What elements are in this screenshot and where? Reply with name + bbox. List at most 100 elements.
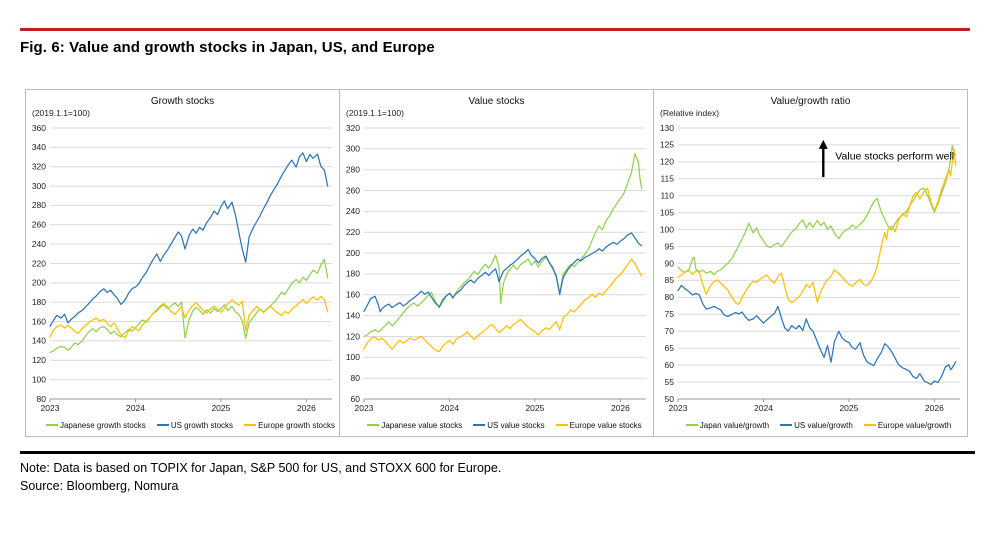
legend-label: Japanese growth stocks <box>59 420 146 430</box>
y-tick-label: 200 <box>32 278 46 288</box>
legend-line-marker <box>473 424 486 426</box>
y-tick-label: 115 <box>660 174 674 184</box>
x-tick-label: 2024 <box>440 403 459 413</box>
y-tick-label: 260 <box>346 185 360 195</box>
y-tick-label: 360 <box>32 123 46 133</box>
legend: Japan value/growth US value/growth Europe … <box>654 415 967 435</box>
series-line-japanese-growth-stocks <box>49 258 329 354</box>
panel-growth-stocks: Growth stocks (2019.1.1=100) 80 100 120 140… <box>25 89 340 437</box>
y-tick-label: 55 <box>665 377 675 387</box>
legend-label: US value/growth <box>794 420 853 430</box>
series-line-europe-value-growth <box>677 148 957 306</box>
y-tick-label: 240 <box>32 239 46 249</box>
y-tick-label: 105 <box>660 208 674 218</box>
legend-label: US growth stocks <box>170 420 234 430</box>
y-tick-label: 220 <box>346 227 360 237</box>
title-accent-rule <box>20 28 970 31</box>
y-tick-label: 120 <box>346 331 360 341</box>
series-line-europe-growth-stocks <box>49 295 329 339</box>
legend-line-marker <box>45 424 58 426</box>
charts-row: Growth stocks (2019.1.1=100) 80 100 120 140… <box>25 89 990 437</box>
legend-label: Europe value stocks <box>569 420 642 430</box>
y-tick-label: 50 <box>665 394 675 404</box>
legend-item: Japan value/growth <box>685 421 769 430</box>
legend-item: Europe value stocks <box>555 420 642 430</box>
series-line-us-growth-stocks <box>49 152 329 328</box>
legend-line-marker <box>367 424 380 426</box>
y-tick-label: 95 <box>665 241 675 251</box>
y-tick-label: 80 <box>37 394 47 404</box>
y-tick-label: 125 <box>660 140 674 150</box>
annotation-text: Value stocks perform well <box>835 150 954 162</box>
legend-label: Europe growth stocks <box>258 420 335 430</box>
value-growth-ratio-chart: 50 55 60 65 70 75 80 85 90 95 100 105 110 115 120 125 13… <box>660 123 960 413</box>
legend-item: Japanese growth stocks <box>45 420 146 430</box>
series-line-us-value-growth <box>677 284 957 386</box>
y-tick-label: 320 <box>32 162 46 172</box>
y-tick-label: 340 <box>32 142 46 152</box>
legend-line-marker <box>156 424 169 426</box>
y-tick-label: 90 <box>665 258 675 268</box>
y-tick-label: 140 <box>32 336 46 346</box>
y-tick-label: 100 <box>346 352 360 362</box>
panel-unit-label: (2019.1.1=100) <box>32 108 90 118</box>
annotation-arrowhead-icon <box>818 139 828 149</box>
x-tick-label: 2026 <box>297 403 316 413</box>
y-tick-label: 160 <box>32 316 46 326</box>
y-tick-label: 80 <box>351 373 361 383</box>
legend-line-marker <box>863 424 876 426</box>
y-tick-label: 160 <box>346 290 360 300</box>
footer-rule <box>20 451 975 454</box>
x-tick-label: 2023 <box>355 403 374 413</box>
panel-title: Growth stocks <box>150 96 215 107</box>
note-text: Note: Data is based on TOPIX for Japan, … <box>20 461 502 475</box>
y-tick-label: 300 <box>32 181 46 191</box>
y-tick-label: 180 <box>346 269 360 279</box>
page: { "page": { "title": "Fig. 6: Value and … <box>0 28 990 537</box>
legend-item: US value/growth <box>780 421 853 430</box>
y-tick-label: 110 <box>660 191 674 201</box>
y-tick-label: 85 <box>665 275 675 285</box>
legend: Japanese value stocks US value stocks Euro… <box>340 415 653 435</box>
growth-stocks-chart: 80 100 120 140 160 180 200 220 240 260 280 300 320 34… <box>32 123 332 413</box>
legend-label: Japanese value stocks <box>381 420 463 430</box>
legend-line-marker <box>685 424 698 426</box>
series-line-japan-value-growth <box>677 144 957 276</box>
legend-line-marker <box>555 424 568 426</box>
legend-item: US growth stocks <box>156 420 234 430</box>
y-tick-label: 120 <box>660 157 674 167</box>
x-tick-label: 2024 <box>754 403 773 413</box>
y-tick-label: 180 <box>32 297 46 307</box>
y-tick-label: 60 <box>665 360 675 370</box>
x-tick-label: 2026 <box>611 403 630 413</box>
x-tick-label: 2024 <box>126 403 145 413</box>
y-tick-label: 220 <box>32 258 46 268</box>
legend-line-marker <box>244 424 257 426</box>
value-stocks-chart: 60 80 100 120 140 160 180 200 220 240 260 280 300 320… <box>346 123 646 413</box>
y-tick-label: 130 <box>660 123 674 133</box>
y-tick-label: 65 <box>665 343 675 353</box>
y-tick-label: 280 <box>32 200 46 210</box>
legend-label: Europe value/growth <box>877 420 952 430</box>
legend-item: Japanese value stocks <box>367 421 462 430</box>
y-tick-label: 240 <box>346 206 360 216</box>
panel-value-stocks: Value stocks (2019.1.1=100) 60 80 100 120 14… <box>339 89 654 437</box>
legend-line-marker <box>780 424 793 426</box>
x-tick-label: 2023 <box>669 403 688 413</box>
y-tick-label: 140 <box>346 310 360 320</box>
y-tick-label: 75 <box>665 309 675 319</box>
series-line-japanese-value-stocks <box>363 153 643 338</box>
y-tick-label: 60 <box>351 394 361 404</box>
panel-value-growth-ratio: Value/growth ratio (Relative index) 50 55… <box>653 89 968 437</box>
y-tick-label: 260 <box>32 220 46 230</box>
x-tick-label: 2025 <box>525 403 544 413</box>
y-tick-label: 70 <box>665 326 675 336</box>
y-tick-label: 80 <box>665 292 675 302</box>
panel-unit-label: (2019.1.1=100) <box>346 108 404 118</box>
legend-item: Europe value/growth <box>863 420 952 430</box>
legend-label: US value stocks <box>487 420 545 430</box>
series-line-us-value-stocks <box>363 232 643 313</box>
y-tick-label: 120 <box>32 355 46 365</box>
legend-item: US value stocks <box>473 420 545 430</box>
y-tick-label: 280 <box>346 165 360 175</box>
